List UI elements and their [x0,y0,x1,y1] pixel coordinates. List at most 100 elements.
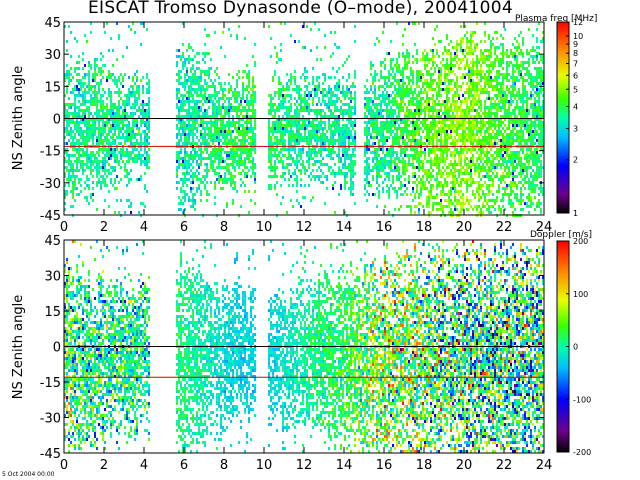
heatmap-cell [436,103,438,106]
heatmap-cell [338,130,340,133]
heatmap-cell [468,88,470,91]
heatmap-cell [298,88,300,91]
heatmap-cell [366,97,368,100]
heatmap-cell [304,70,306,73]
heatmap-cell [242,85,244,88]
heatmap-cell [128,94,130,97]
heatmap-cell [396,115,398,118]
heatmap-cell [314,154,316,157]
heatmap-cell [416,76,418,79]
heatmap-cell [88,133,90,136]
heatmap-cell [292,184,294,187]
heatmap-cell [442,190,444,193]
heatmap-cell [178,79,180,82]
heatmap-cell [394,121,396,124]
heatmap-cell [288,148,290,151]
heatmap-cell [128,178,130,181]
heatmap-cell [376,37,378,40]
heatmap-cell [204,127,206,130]
heatmap-cell [250,124,252,127]
heatmap-cell [114,106,116,109]
heatmap-cell [422,55,424,58]
heatmap-cell [440,106,442,109]
heatmap-cell [396,22,398,25]
heatmap-cell [134,133,136,136]
heatmap-cell [254,94,256,97]
heatmap-cell [94,61,96,64]
heatmap-cell [94,76,96,79]
heatmap-cell [238,106,240,109]
heatmap-cell [336,88,338,91]
heatmap-cell [300,118,302,121]
heatmap-cell [190,112,192,115]
heatmap-cell [384,172,386,175]
heatmap-cell [402,136,404,139]
heatmap-cell [274,73,276,76]
heatmap-cell [454,52,456,55]
heatmap-cell [382,124,384,127]
heatmap-cell [208,73,210,76]
heatmap-cell [388,211,390,214]
heatmap-cell [192,187,194,190]
heatmap-cell [432,175,434,178]
heatmap-cell [230,151,232,154]
heatmap-cell [286,124,288,127]
heatmap-cell [456,106,458,109]
heatmap-cell [410,148,412,151]
heatmap-cell [216,73,218,76]
heatmap-cell [384,64,386,67]
heatmap-cell [382,190,384,193]
heatmap-cell [336,118,338,121]
heatmap-cell [210,181,212,184]
heatmap-cell [184,61,186,64]
heatmap-cell [332,124,334,127]
heatmap-cell [190,142,192,145]
heatmap-cell [370,73,372,76]
heatmap-cell [458,211,460,214]
heatmap-cell [372,169,374,172]
heatmap-cell [84,64,86,67]
heatmap-cell [136,103,138,106]
heatmap-cell [84,34,86,37]
heatmap-cell [388,160,390,163]
heatmap-cell [414,166,416,169]
heatmap-cell [414,88,416,91]
heatmap-cell [188,139,190,142]
heatmap-cell [74,142,76,145]
heatmap-cell [438,208,440,211]
heatmap-cell [220,166,222,169]
heatmap-cell [426,79,428,82]
heatmap-cell [312,109,314,112]
heatmap-cell [338,157,340,160]
heatmap-cell [410,133,412,136]
heatmap-cell [464,97,466,100]
heatmap-cell [130,205,132,208]
heatmap-cell [416,85,418,88]
heatmap-cell [88,76,90,79]
heatmap-cell [434,151,436,154]
heatmap-cell [128,157,130,160]
heatmap-cell [388,100,390,103]
heatmap-cell [198,109,200,112]
heatmap-cell [94,67,96,70]
heatmap-cell [194,82,196,85]
heatmap-cell [282,97,284,100]
heatmap-cell [268,160,270,163]
heatmap-cell [110,148,112,151]
heatmap-cell [336,139,338,142]
heatmap-cell [198,187,200,190]
heatmap-cell [458,43,460,46]
heatmap-cell [120,151,122,154]
heatmap-cell [186,70,188,73]
heatmap-cell [184,100,186,103]
heatmap-cell [322,100,324,103]
heatmap-cell [250,94,252,97]
heatmap-cell [346,103,348,106]
heatmap-cell [224,142,226,145]
heatmap-cell [140,175,142,178]
heatmap-cell [238,154,240,157]
heatmap-cell [332,148,334,151]
heatmap-cell [432,49,434,52]
heatmap-cell [236,136,238,139]
heatmap-cell [460,163,462,166]
